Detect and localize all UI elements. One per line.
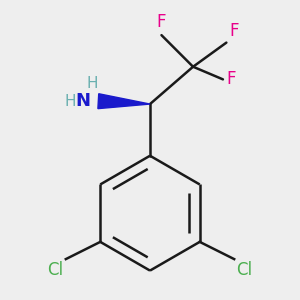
- Text: H: H: [87, 76, 98, 92]
- Text: F: F: [226, 70, 236, 88]
- Text: Cl: Cl: [47, 261, 64, 279]
- Text: F: F: [230, 22, 239, 40]
- Text: H: H: [65, 94, 76, 109]
- Text: N: N: [76, 92, 91, 110]
- Text: F: F: [157, 13, 166, 31]
- Text: Cl: Cl: [236, 261, 253, 279]
- Polygon shape: [98, 94, 150, 109]
